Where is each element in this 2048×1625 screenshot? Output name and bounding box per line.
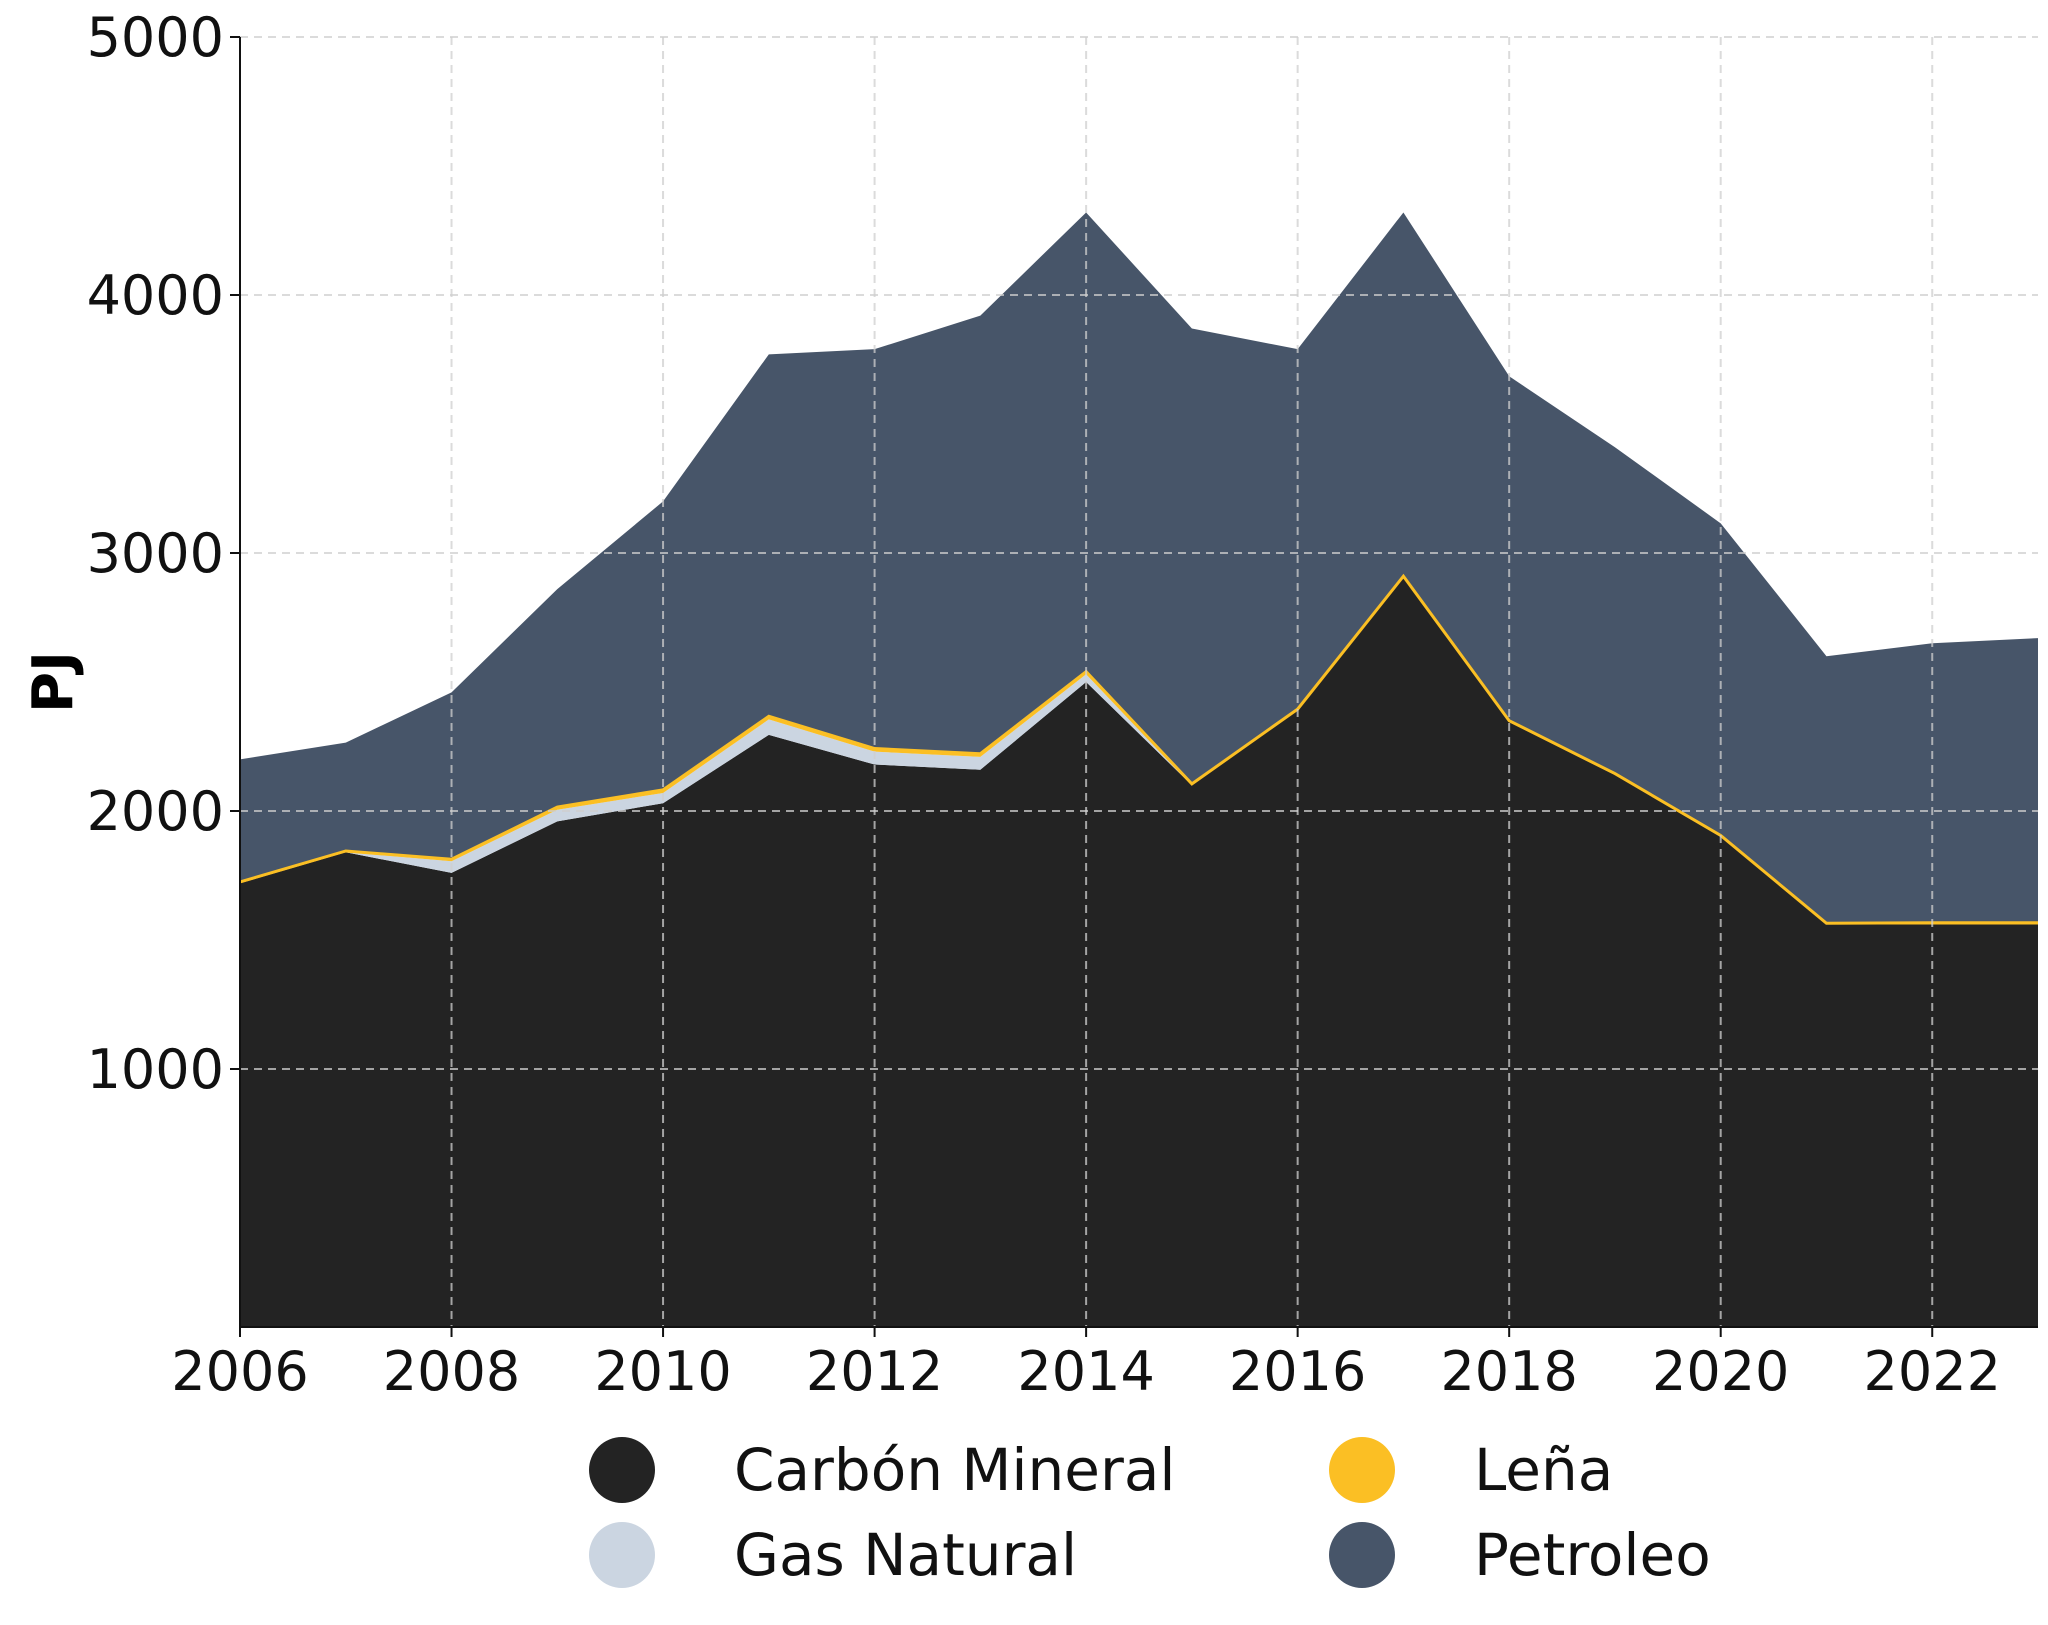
x-tick-label-2018: 2018	[1440, 1340, 1577, 1403]
legend-label-petroleo: Petroleo	[1474, 1521, 1711, 1589]
y-tick-label-5000: 5000	[87, 6, 224, 69]
legend-item-gas-natural: Gas Natural	[589, 1521, 1077, 1589]
legend-swatch-petroleo	[1329, 1522, 1395, 1588]
legend-label-gas-natural: Gas Natural	[734, 1521, 1077, 1589]
x-tick-label-2008: 2008	[383, 1340, 520, 1403]
x-tick-label-2016: 2016	[1229, 1340, 1366, 1403]
x-tick-label-2022: 2022	[1864, 1340, 2001, 1403]
legend-item-petroleo: Petroleo	[1329, 1521, 1711, 1589]
line-lena	[239, 573, 2038, 925]
legend-item-carbon-mineral: Carbón Mineral	[589, 1436, 1176, 1504]
legend-label-carbon-mineral: Carbón Mineral	[734, 1436, 1176, 1504]
area-carbon-mineral	[240, 577, 2038, 1327]
grid-lines	[239, 36, 2038, 1327]
x-tick-label-2010: 2010	[594, 1340, 731, 1403]
y-tick-label-1000: 1000	[87, 1038, 224, 1101]
legend-swatch-lena	[1329, 1437, 1395, 1503]
legend-swatch-gas-natural	[589, 1522, 655, 1588]
area-petroleo	[240, 212, 2038, 924]
legend-item-lena: Leña	[1329, 1436, 1613, 1504]
y-tick-label-2000: 2000	[87, 780, 224, 843]
x-tick-label-2012: 2012	[806, 1340, 943, 1403]
area-series-group	[240, 212, 2038, 1327]
y-axis-label: PJ	[21, 651, 86, 713]
y-tick-label-4000: 4000	[87, 264, 224, 327]
legend-swatch-carbon-mineral	[589, 1437, 655, 1503]
legend: Carbón Mineral Gas Natural Leña Petroleo	[589, 1436, 1711, 1589]
y-tick-label-3000: 3000	[87, 522, 224, 585]
x-tick-label-2020: 2020	[1652, 1340, 1789, 1403]
x-tick-label-2006: 2006	[171, 1340, 308, 1403]
legend-label-lena: Leña	[1474, 1436, 1613, 1504]
x-tick-label-2014: 2014	[1017, 1340, 1154, 1403]
